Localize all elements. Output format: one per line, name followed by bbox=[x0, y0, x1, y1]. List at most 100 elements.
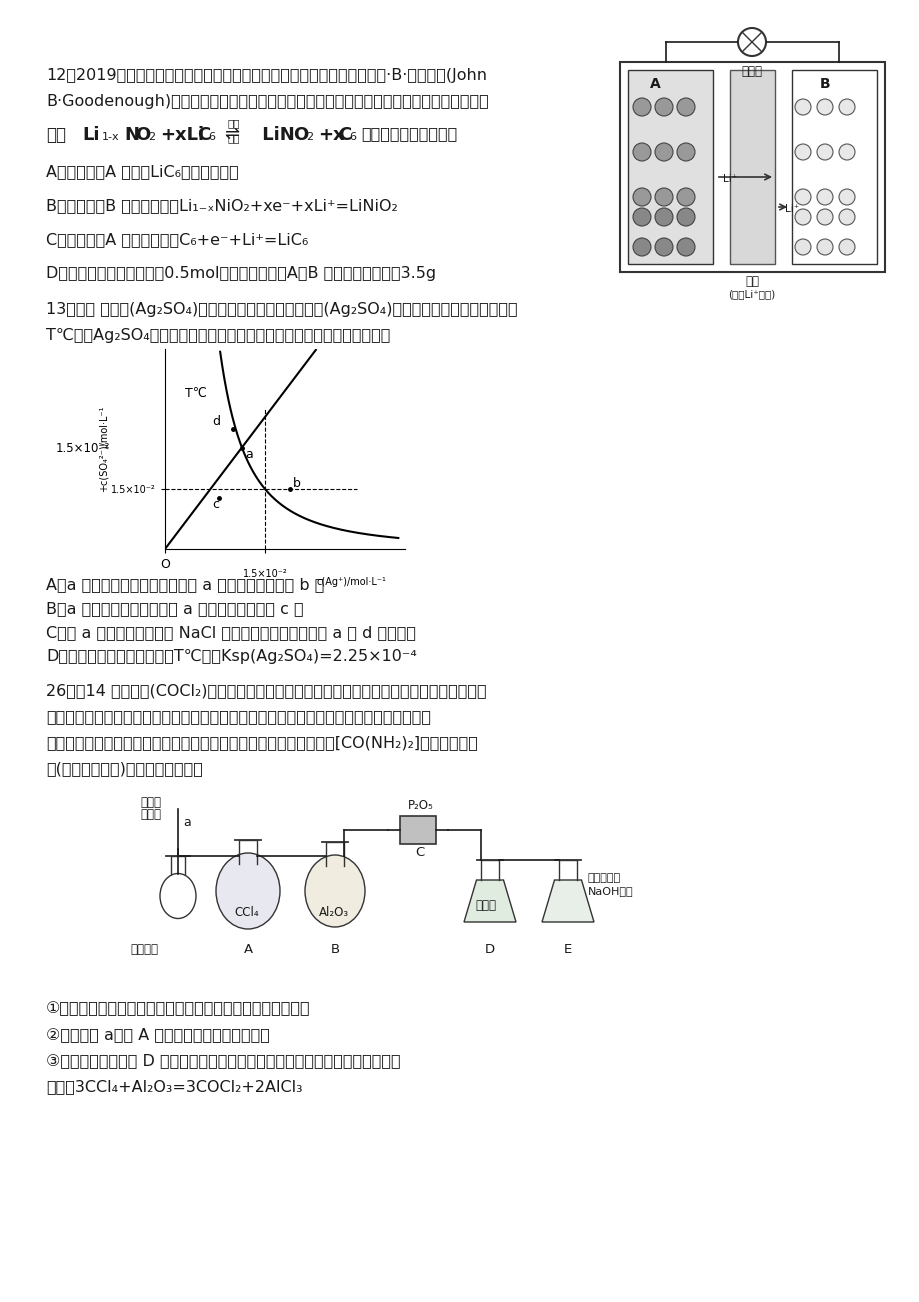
Bar bbox=[791, 70, 876, 264]
Text: Al₂O₃: Al₂O₃ bbox=[319, 906, 348, 919]
Text: 放电: 放电 bbox=[228, 118, 240, 128]
Text: 12．2019年诺贝尔化学奖授予了对锂离子电池方面的研究作出贡献的约翰·B·古迪纳夫(John: 12．2019年诺贝尔化学奖授予了对锂离子电池方面的研究作出贡献的约翰·B·古迪… bbox=[46, 68, 486, 83]
Circle shape bbox=[794, 210, 811, 225]
Text: B: B bbox=[819, 77, 830, 91]
Circle shape bbox=[654, 208, 673, 227]
Text: b: b bbox=[293, 477, 301, 490]
Text: c(Ag⁺)/mol·L⁻¹: c(Ag⁺)/mol·L⁻¹ bbox=[316, 577, 386, 587]
Text: C: C bbox=[197, 126, 210, 145]
Text: ①按如图连接装置，检验装置的气密性，然后加装实验药品；: ①按如图连接装置，检验装置的气密性，然后加装实验药品； bbox=[46, 1001, 311, 1016]
Text: A．放电时，A 电极为LiC₆作原电池负极: A．放电时，A 电极为LiC₆作原电池负极 bbox=[46, 164, 239, 178]
Circle shape bbox=[816, 145, 832, 160]
Text: 验小组利用如下实验装置合成光气并利用光气与浓氨水反应制备尿素[CO(NH₂)₂]。主要实验装: 验小组利用如下实验装置合成光气并利用光气与浓氨水反应制备尿素[CO(NH₂)₂]… bbox=[46, 736, 477, 750]
Text: 1-x: 1-x bbox=[102, 132, 119, 142]
Circle shape bbox=[816, 99, 832, 115]
Text: A: A bbox=[650, 77, 660, 91]
Text: T℃时，Ag₂SO₄在水中的沉淀溶解平衡曲线如图所示。下列说法正确的是: T℃时，Ag₂SO₄在水中的沉淀溶解平衡曲线如图所示。下列说法正确的是 bbox=[46, 328, 390, 342]
Ellipse shape bbox=[216, 853, 279, 930]
Circle shape bbox=[632, 208, 651, 227]
Text: CCl₄: CCl₄ bbox=[233, 906, 258, 919]
Circle shape bbox=[794, 99, 811, 115]
Circle shape bbox=[676, 238, 694, 256]
Text: O: O bbox=[135, 126, 150, 145]
Text: +xLi: +xLi bbox=[160, 126, 204, 145]
Bar bbox=[729, 70, 774, 264]
Text: P₂O₅: P₂O₅ bbox=[407, 799, 433, 812]
Circle shape bbox=[632, 143, 651, 161]
Text: Li⁺: Li⁺ bbox=[784, 204, 799, 214]
Circle shape bbox=[816, 240, 832, 255]
Polygon shape bbox=[463, 880, 516, 922]
Text: +x: +x bbox=[318, 126, 345, 145]
Text: 为：: 为： bbox=[46, 126, 66, 145]
Bar bbox=[400, 816, 436, 844]
Text: Li⁺: Li⁺ bbox=[722, 174, 736, 184]
Ellipse shape bbox=[160, 874, 196, 918]
Text: 。下列说法不正确的是: 。下列说法不正确的是 bbox=[360, 126, 457, 141]
Circle shape bbox=[654, 143, 673, 161]
Text: LiN: LiN bbox=[255, 126, 294, 145]
Text: D．充电时，当电路中通过0.5mol电子的电量时，A、B 两极质量变化差为3.5g: D．充电时，当电路中通过0.5mol电子的电量时，A、B 两极质量变化差为3.5… bbox=[46, 266, 436, 281]
Circle shape bbox=[838, 210, 854, 225]
Text: 气，有腐草味，低温时为黄绿色液体，化学性质不稳定，遇水迅速水解，生成氯化氢。某实: 气，有腐草味，低温时为黄绿色液体，化学性质不稳定，遇水迅速水解，生成氯化氢。某实 bbox=[46, 710, 430, 724]
Circle shape bbox=[838, 145, 854, 160]
Circle shape bbox=[676, 187, 694, 206]
Circle shape bbox=[654, 187, 673, 206]
Circle shape bbox=[676, 143, 694, 161]
Text: 液氨水: 液氨水 bbox=[474, 898, 495, 911]
Text: D．根据曲线数据计算可知，T℃下，Ksp(Ag₂SO₄)=2.25×10⁻⁴: D．根据曲线数据计算可知，T℃下，Ksp(Ag₂SO₄)=2.25×10⁻⁴ bbox=[46, 648, 416, 664]
Y-axis label: +c(SO₄²⁻)/mol·L⁻¹: +c(SO₄²⁻)/mol·L⁻¹ bbox=[98, 406, 108, 492]
Text: ②打开活塞 a，向 A 中缓慢通入干燥的热空气；: ②打开活塞 a，向 A 中缓慢通入干燥的热空气； bbox=[46, 1027, 269, 1042]
Text: A: A bbox=[244, 943, 253, 956]
Circle shape bbox=[654, 238, 673, 256]
Text: 隔膜: 隔膜 bbox=[744, 275, 758, 288]
Text: 置(夹持装置略去)及操作步骤如下：: 置(夹持装置略去)及操作步骤如下： bbox=[46, 760, 203, 776]
Circle shape bbox=[632, 187, 651, 206]
Text: 热空气: 热空气 bbox=[140, 809, 161, 822]
Text: D: D bbox=[484, 943, 494, 956]
Circle shape bbox=[838, 189, 854, 204]
Text: 1.5×10⁻²: 1.5×10⁻² bbox=[243, 569, 287, 579]
Text: E: E bbox=[563, 943, 572, 956]
Text: 1.5×10⁻²: 1.5×10⁻² bbox=[55, 443, 110, 456]
Text: (允许Li⁺通过): (允许Li⁺通过) bbox=[728, 289, 775, 299]
Text: B．a 点溶液若降低温度，则 a 点可沿虚线移动到 c 点: B．a 点溶液若降低温度，则 a 点可沿虚线移动到 c 点 bbox=[46, 602, 303, 616]
Text: 已知：3CCl₄+Al₂O₃=3COCl₂+2AlCl₃: 已知：3CCl₄+Al₂O₃=3COCl₂+2AlCl₃ bbox=[46, 1079, 302, 1094]
Circle shape bbox=[794, 240, 811, 255]
Text: C: C bbox=[337, 126, 351, 145]
Text: 13．已知 硫酸银(Ag₂SO₄)的溶解度大于氯化银且硫酸银(Ag₂SO₄)的溶解度随温度升高而增大，: 13．已知 硫酸银(Ag₂SO₄)的溶解度大于氯化银且硫酸银(Ag₂SO₄)的溶… bbox=[46, 302, 517, 316]
Circle shape bbox=[676, 208, 694, 227]
Text: 6: 6 bbox=[208, 132, 215, 142]
Text: 2: 2 bbox=[148, 132, 155, 142]
Circle shape bbox=[816, 210, 832, 225]
Text: 电解液: 电解液 bbox=[741, 65, 762, 78]
Circle shape bbox=[794, 189, 811, 204]
Bar bbox=[619, 62, 884, 272]
Text: A．a 点溶液加入硝酸银固体，则 a 点可沿虚线移动到 b 点: A．a 点溶液加入硝酸银固体，则 a 点可沿虚线移动到 b 点 bbox=[46, 577, 324, 592]
Circle shape bbox=[654, 98, 673, 116]
Text: 充电: 充电 bbox=[228, 133, 240, 143]
Polygon shape bbox=[541, 880, 594, 922]
Circle shape bbox=[737, 29, 766, 56]
Text: T℃: T℃ bbox=[185, 387, 207, 400]
Circle shape bbox=[632, 238, 651, 256]
Text: C．充电时，A 电极反应式为C₆+e⁻+Li⁺=LiC₆: C．充电时，A 电极反应式为C₆+e⁻+Li⁺=LiC₆ bbox=[46, 232, 308, 247]
Circle shape bbox=[632, 98, 651, 116]
Text: Li: Li bbox=[82, 126, 99, 145]
Text: 2: 2 bbox=[306, 132, 312, 142]
Text: N: N bbox=[124, 126, 139, 145]
Bar bbox=[628, 70, 712, 264]
Circle shape bbox=[838, 99, 854, 115]
Text: B．放电时，B 电极反应式为Li₁₋ₓNiO₂+xe⁻+xLi⁺=LiNiO₂: B．放电时，B 电极反应式为Li₁₋ₓNiO₂+xe⁻+xLi⁺=LiNiO₂ bbox=[46, 198, 397, 214]
Text: 多孔球泡: 多孔球泡 bbox=[130, 943, 158, 956]
Text: O: O bbox=[292, 126, 308, 145]
Text: 26．（14 分）光气(COCl₂)在农药、医药、工程塑料等方面都有广泛应用，光气常温下为无色: 26．（14 分）光气(COCl₂)在农药、医药、工程塑料等方面都有广泛应用，光… bbox=[46, 684, 486, 698]
Text: 含有酸酸的: 含有酸酸的 bbox=[587, 874, 620, 883]
Ellipse shape bbox=[305, 855, 365, 927]
Text: ③一段时间后，装置 D 中溶液会出现分层现象，且混合液上方有大量白色烟雾；: ③一段时间后，装置 D 中溶液会出现分层现象，且混合液上方有大量白色烟雾； bbox=[46, 1053, 400, 1068]
Text: 6: 6 bbox=[348, 132, 356, 142]
Text: 干燥的: 干燥的 bbox=[140, 796, 161, 809]
Text: d: d bbox=[212, 415, 221, 428]
Text: NaOH溶液: NaOH溶液 bbox=[587, 885, 633, 896]
Text: ⇌: ⇌ bbox=[223, 125, 239, 143]
